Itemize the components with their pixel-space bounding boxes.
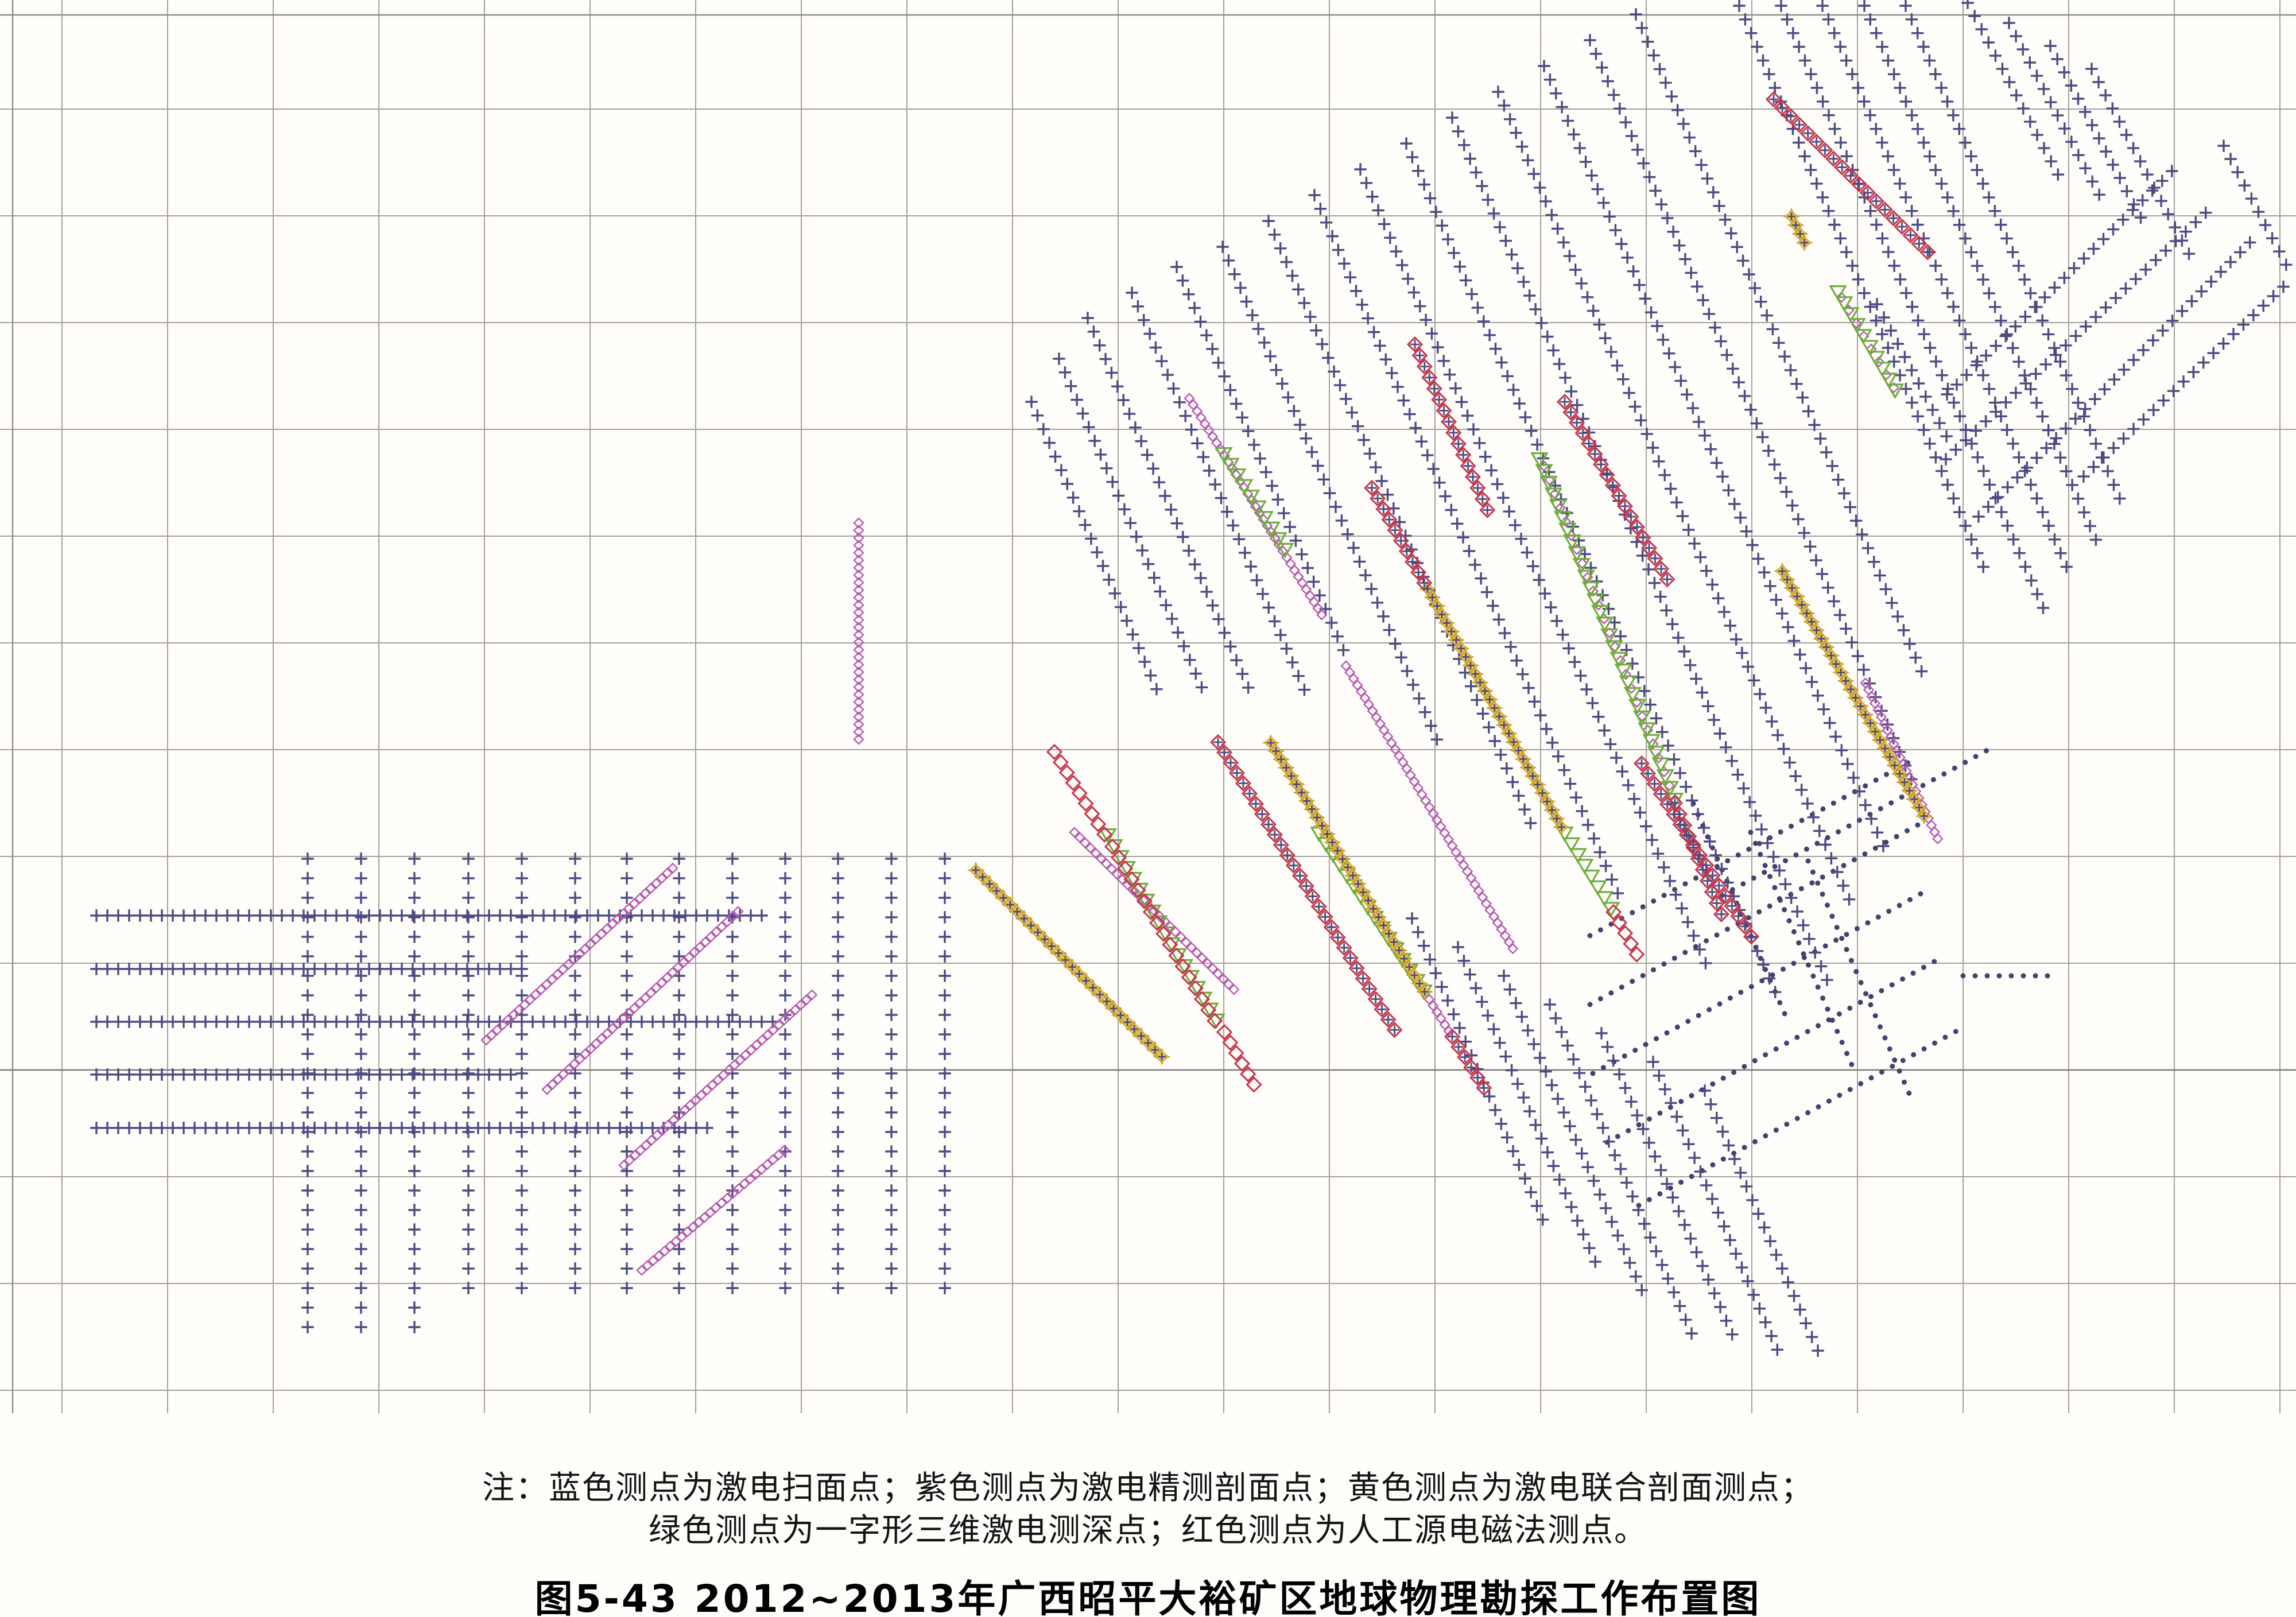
figure-title: 图5-43 2012~2013年广西昭平大裕矿区地球物理勘探工作布置图 xyxy=(534,1577,1762,1617)
note-line-2: 绿色测点为一字形三维激电测深点；红色测点为人工源电磁法测点。 xyxy=(649,1512,1647,1549)
map-canvas xyxy=(0,0,2296,1413)
note-line-1: 注：蓝色测点为激电扫面点；紫色测点为激电精测剖面点；黄色测点为激电联合剖面测点； xyxy=(482,1469,1814,1507)
legend-note: 注：蓝色测点为激电扫面点；紫色测点为激电精测剖面点；黄色测点为激电联合剖面测点；… xyxy=(0,1467,2296,1552)
